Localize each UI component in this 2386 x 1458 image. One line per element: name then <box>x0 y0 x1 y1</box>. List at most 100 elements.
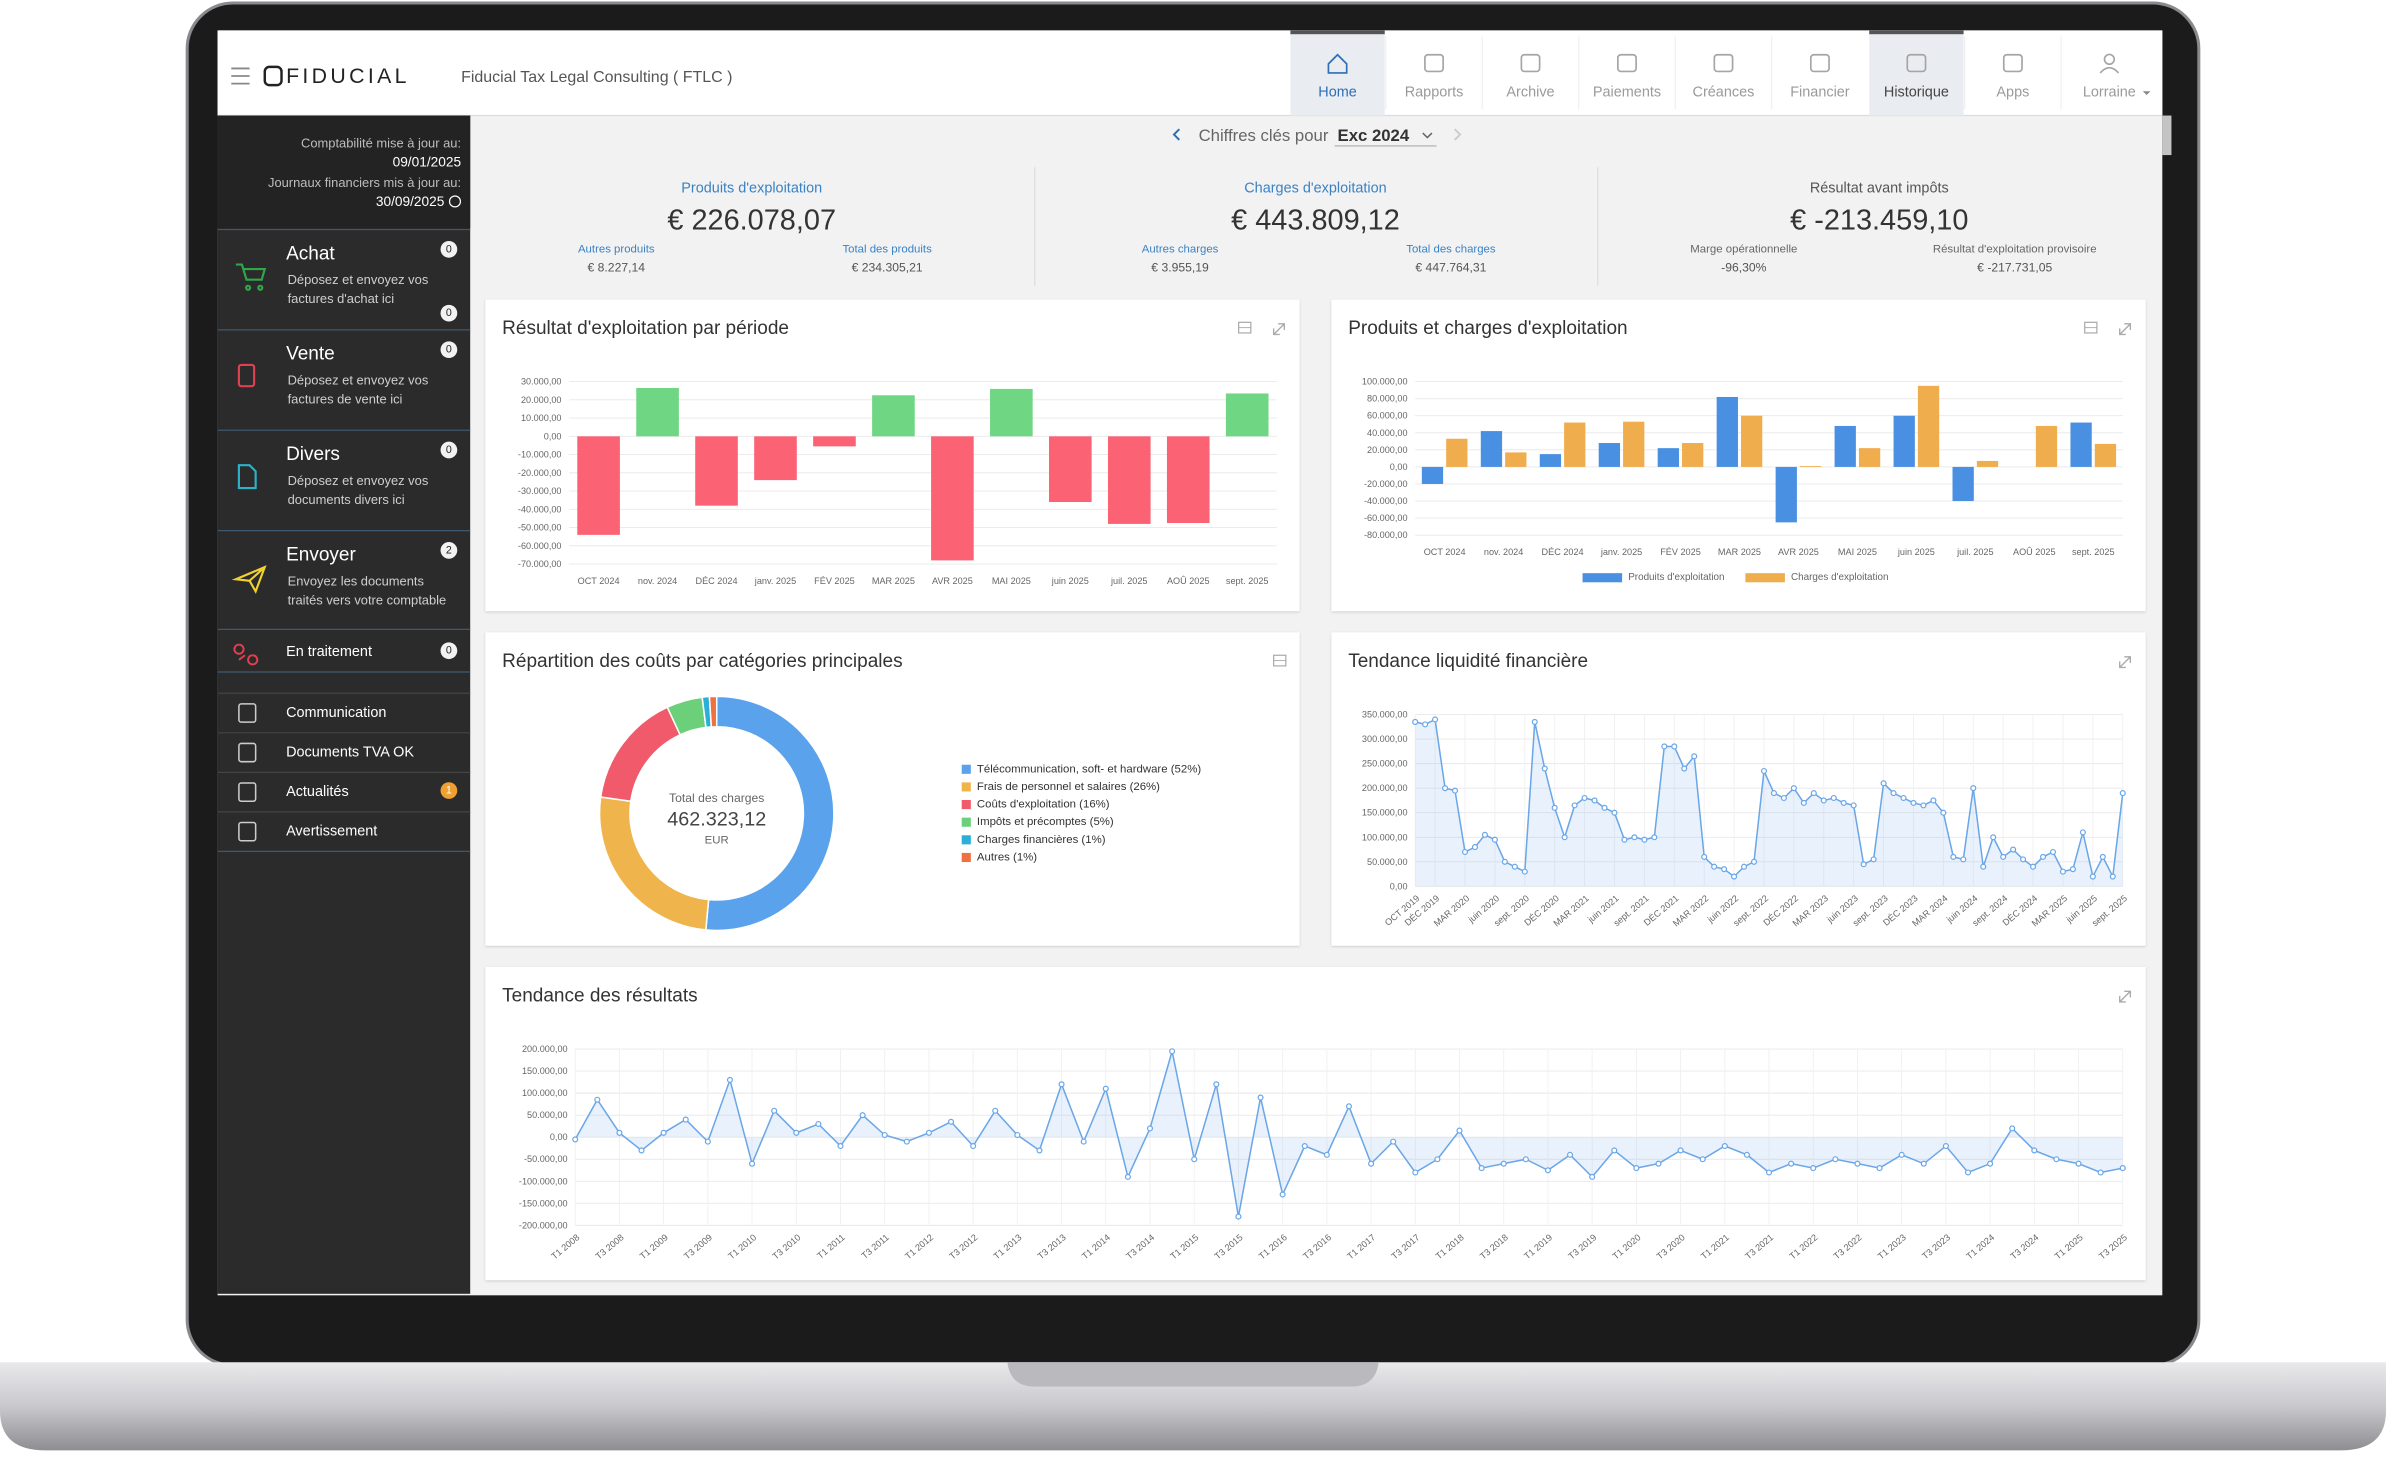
point <box>1456 1127 1463 1134</box>
point <box>771 1107 778 1114</box>
nav-item[interactable]: Créances <box>1693 85 1755 101</box>
badge <box>440 642 458 660</box>
link-icon <box>238 782 257 802</box>
chart-title: Répartition des coûts par catégories pri… <box>502 651 902 672</box>
x-tick-label: AVR 2025 <box>1778 547 1819 557</box>
y-tick-label: 100.000,00 <box>1362 832 1408 842</box>
point <box>1750 858 1758 865</box>
point <box>572 1136 579 1143</box>
point <box>1235 1213 1242 1220</box>
y-tick-label: -50.000,00 <box>524 1154 568 1164</box>
point <box>1699 1156 1706 1163</box>
x-tick-label: janv. 2025 <box>754 576 796 586</box>
bar <box>1716 396 1738 467</box>
nav-item[interactable]: Lorraine <box>2083 85 2136 101</box>
expand-button[interactable] <box>2119 656 2132 669</box>
sidebar-link[interactable]: En traitement <box>286 644 372 660</box>
point <box>1422 721 1429 728</box>
action-description: documents divers ici <box>288 492 405 507</box>
action-title: Divers <box>286 444 340 465</box>
kpi-detail-label: Marge opérationnelle <box>1690 243 1797 255</box>
nav-item[interactable]: Rapports <box>1405 85 1464 101</box>
x-tick-label: DÉC 2024 <box>695 576 737 586</box>
point <box>1014 1131 1021 1139</box>
point <box>1601 804 1608 811</box>
point <box>1790 785 1797 792</box>
badge-count: 0 <box>446 444 452 456</box>
sidebar-link[interactable]: Actualités <box>286 784 349 800</box>
action-item[interactable] <box>218 532 471 629</box>
point <box>1631 834 1638 841</box>
nav-item[interactable]: Apps <box>1996 85 2029 101</box>
point <box>1478 1165 1485 1172</box>
chart-title: Tendance des résultats <box>502 985 697 1006</box>
chart-panel <box>1331 632 2146 946</box>
point <box>1910 799 1917 806</box>
point <box>1442 785 1449 792</box>
expand-button[interactable] <box>2119 990 2132 1003</box>
nav-icon <box>1327 53 1348 74</box>
donut-segment <box>704 695 835 932</box>
kpi-detail-label: Autres charges <box>1142 243 1219 255</box>
nav-active-bg <box>1869 30 1964 116</box>
point <box>1655 1160 1662 1167</box>
point <box>1677 1147 1684 1154</box>
nav-item[interactable]: Historique <box>1884 85 1949 101</box>
cart-icon <box>235 263 267 291</box>
point <box>1641 836 1648 843</box>
action-description: Déposez et envoyez vos <box>288 373 429 388</box>
y-tick-label: -70.000,00 <box>518 559 562 569</box>
point <box>1500 1160 1507 1167</box>
legend-swatch <box>961 764 971 774</box>
nav-item[interactable]: Financier <box>1790 85 1850 101</box>
bar <box>1166 436 1210 523</box>
legend-swatch <box>961 799 971 810</box>
bar <box>754 436 797 481</box>
point <box>1471 844 1479 851</box>
action-item[interactable] <box>218 432 471 529</box>
point <box>726 1076 733 1083</box>
bar <box>1976 460 1999 467</box>
action-item[interactable] <box>218 331 471 428</box>
y-tick-label: -200.000,00 <box>519 1220 568 1230</box>
sidebar-link[interactable]: Avertissement <box>286 824 377 840</box>
point <box>1743 1151 1750 1158</box>
donut-center-value: 462.323,12 <box>667 808 766 830</box>
y-tick-label: 0,00 <box>1390 462 1408 472</box>
badge-count: 0 <box>446 344 452 356</box>
kpi-detail-value: € 234.305,21 <box>852 261 923 275</box>
nav-item[interactable]: Archive <box>1506 85 1554 101</box>
y-tick-label: 0,00 <box>550 1132 568 1142</box>
bar <box>1952 466 1974 502</box>
point <box>1191 1156 1198 1163</box>
area-fill <box>575 1051 2123 1217</box>
prev-arrow[interactable] <box>1172 128 1181 141</box>
nav-item[interactable]: Home <box>1318 85 1357 101</box>
point <box>1146 1125 1154 1132</box>
point <box>1850 802 1857 809</box>
kpi-detail-value: € -217.731,05 <box>1977 261 2052 275</box>
y-tick-label: 30.000,00 <box>521 377 562 387</box>
point <box>2009 1125 2016 1132</box>
sidebar-link[interactable]: Communication <box>286 705 386 721</box>
nav-item[interactable]: Paiements <box>1593 85 1661 101</box>
point <box>1561 834 1568 841</box>
kpi-detail-label: Résultat d'exploitation provisoire <box>1933 243 2097 255</box>
x-tick-label: AOÛ 2025 <box>2013 547 2056 557</box>
expand-button[interactable] <box>1272 323 1285 336</box>
badge-count: 0 <box>446 243 452 255</box>
sidebar-link[interactable]: Documents TVA OK <box>286 745 414 761</box>
bar <box>1564 422 1586 467</box>
period-value[interactable]: Exc 2024 <box>1338 126 1410 145</box>
point <box>1820 797 1827 804</box>
point <box>1765 1169 1773 1176</box>
update-label: Comptabilité mise à jour au: <box>301 135 461 150</box>
point <box>2069 866 2076 873</box>
action-item[interactable] <box>218 231 471 328</box>
menu-icon[interactable] <box>231 67 250 85</box>
expand-button[interactable] <box>2119 323 2132 336</box>
sidebar <box>217 115 471 1294</box>
y-tick-label: -20.000,00 <box>1364 479 1408 489</box>
